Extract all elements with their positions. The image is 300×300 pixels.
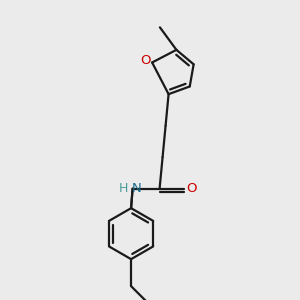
Text: O: O xyxy=(140,54,151,67)
Text: H: H xyxy=(118,182,128,195)
Text: O: O xyxy=(186,182,196,195)
Text: N: N xyxy=(132,182,142,195)
